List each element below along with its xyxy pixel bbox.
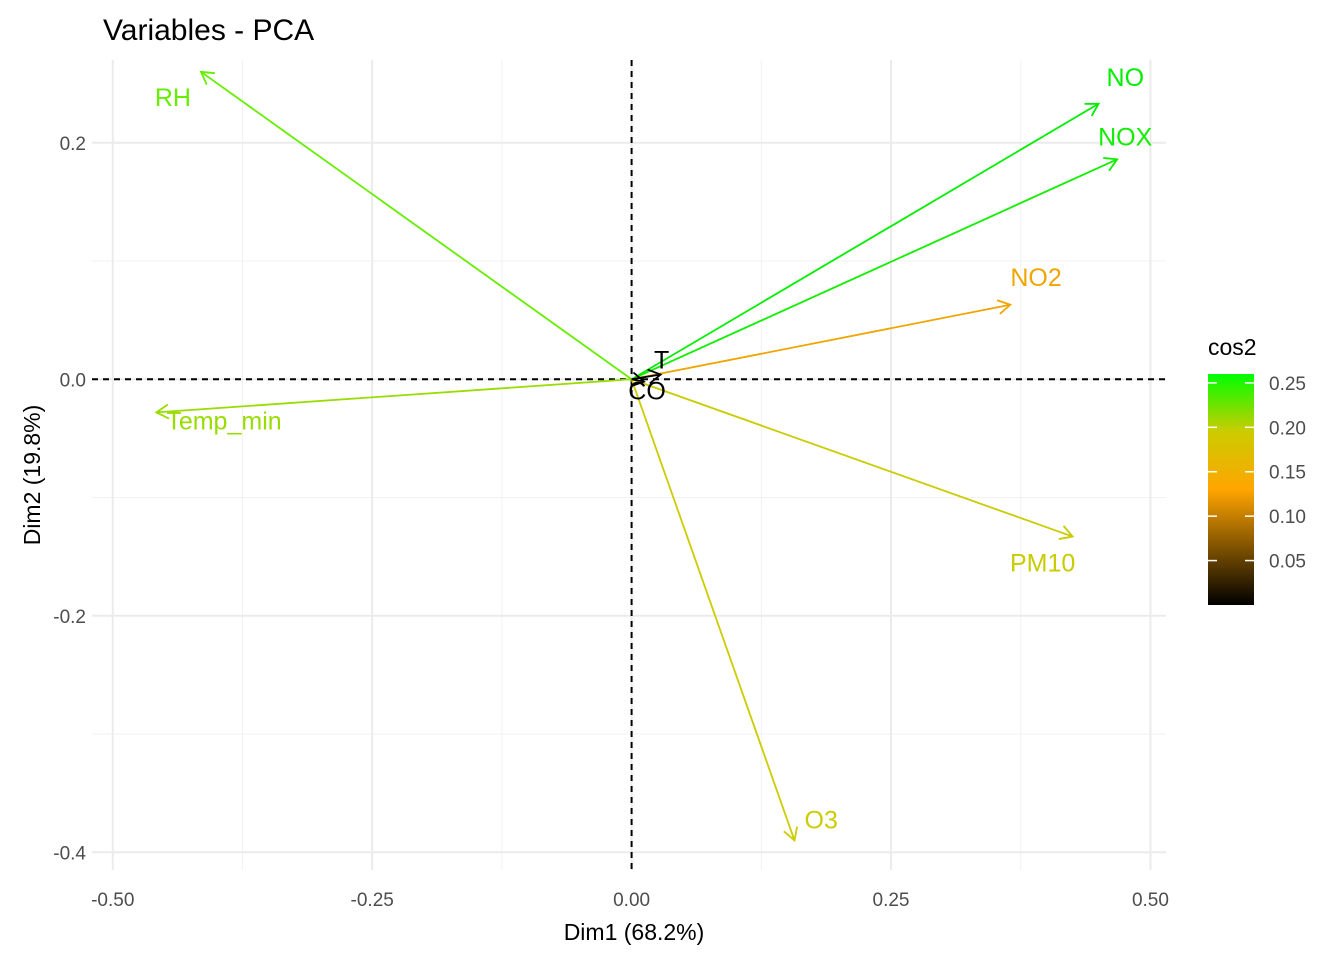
arrow-shaft-rh [200,71,633,381]
grid [92,60,1166,870]
variable-label-co: CO [628,378,666,406]
arrow-head-temp-min [154,403,170,420]
arrow-o3 [630,378,798,843]
reference-lines [92,60,1166,870]
y-tick-label: 0.0 [60,370,86,391]
arrow-head-rh [199,70,215,85]
arrow-head-no2 [996,299,1013,315]
x-tick-label: 0.00 [613,890,650,911]
arrow-shaft-nox [631,158,1118,381]
arrow-head-pm10 [1058,525,1075,540]
x-axis-title: Dim1 (68.2%) [564,919,705,945]
arrow-shaft-no [631,102,1100,381]
legend-tick-label: 0.15 [1269,463,1306,484]
arrow-shaft-no2 [631,303,1011,381]
arrow-head-o3 [783,826,798,843]
y-tick-label: 0.2 [60,134,86,155]
legend-tick-label: 0.25 [1269,374,1306,395]
variable-labels: RH NO NOX NO2 PM10 O3 Temp_min CO T [155,64,1153,835]
arrow-nox [631,157,1119,381]
y-tick-label: -0.2 [53,607,86,628]
y-tick-label: -0.4 [53,843,86,864]
arrow-head-no [1084,102,1101,117]
variable-label-t: T [654,347,669,375]
arrow-temp-min [154,378,632,420]
legend-ticks: 0.05 0.10 0.15 0.20 0.25 [1208,374,1306,573]
arrow-shaft-t [631,373,661,381]
legend-tick-label: 0.05 [1269,552,1306,573]
variable-label-pm10: PM10 [1010,550,1075,578]
variable-label-nox: NOX [1098,123,1153,151]
legend-tick-label: 0.10 [1269,507,1306,528]
arrow-t [631,368,663,385]
x-tick-label: 0.50 [1132,890,1169,911]
legend-title: cos2 [1208,334,1257,360]
x-tick-label: 0.25 [873,890,910,911]
variable-label-rh: RH [155,84,191,112]
legend-tick-label: 0.20 [1269,418,1306,439]
arrow-rh [199,70,633,381]
arrow-shaft-o3 [630,378,796,841]
variable-label-no2: NO2 [1010,264,1061,292]
variable-arrows [154,70,1119,843]
arrow-no [631,102,1101,381]
variable-label-no: NO [1107,64,1145,92]
arrow-head-co [630,371,646,388]
chart-title: Variables - PCA [103,14,314,47]
axis-ticks: -0.50 -0.25 0.00 0.25 0.50 -0.4 -0.2 0.0 0.2 [53,134,1169,911]
variable-label-o3: O3 [805,806,838,834]
arrow-pm10 [631,378,1075,540]
x-tick-label: -0.50 [91,890,134,911]
arrow-head-nox [1103,157,1119,172]
arrow-head-t [647,368,663,385]
cos2-legend: cos2 0.05 0.10 0.15 0.20 0.25 [1208,334,1306,605]
variable-label-temp-min: Temp_min [166,407,281,435]
arrow-shaft-temp-min [156,378,632,414]
y-axis-title: Dim2 (19.8%) [19,405,45,546]
legend-colorbar [1208,374,1254,605]
arrow-no2 [631,299,1013,381]
arrow-shaft-pm10 [631,378,1073,538]
x-tick-label: -0.25 [351,890,394,911]
